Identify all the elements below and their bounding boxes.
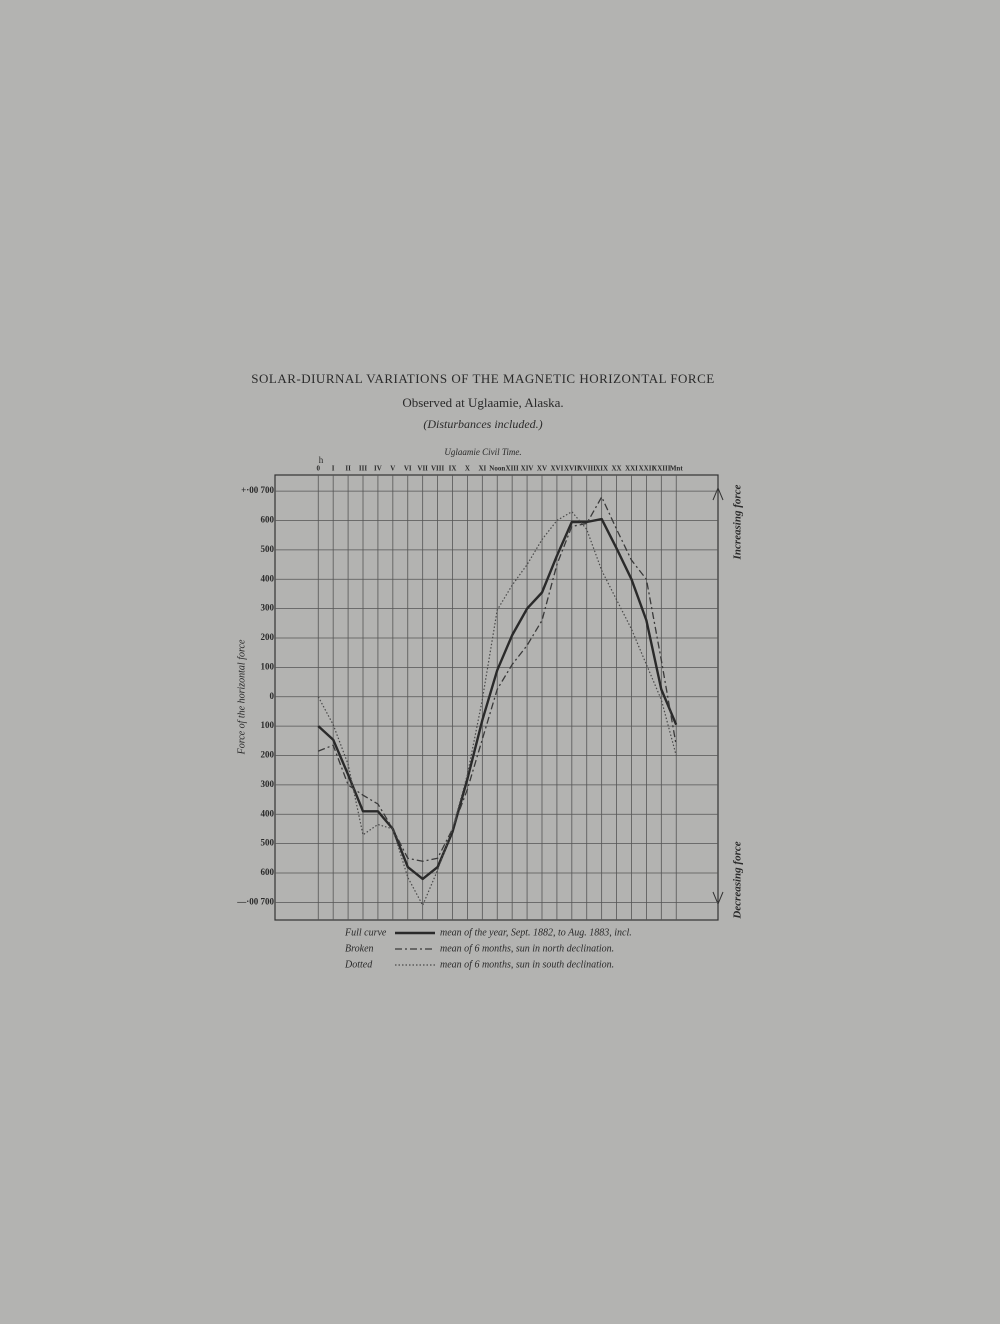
x-tick-label: XV bbox=[537, 465, 547, 473]
x-tick-label: XVIII bbox=[578, 465, 597, 473]
y-tick-label: 100 bbox=[261, 661, 275, 671]
legend-description: mean of 6 months, sun in south declinati… bbox=[440, 959, 614, 970]
x-tick-label: VIII bbox=[431, 465, 445, 473]
y-axis-title: Force of the horizontal force bbox=[236, 639, 247, 755]
legend-label: Broken bbox=[345, 943, 374, 954]
legend-description: mean of 6 months, sun in north declinati… bbox=[440, 943, 614, 954]
bottom-annotation: Decreasing force bbox=[732, 841, 744, 919]
x-tick-label: 0 bbox=[317, 465, 321, 473]
x-tick-label: Noon bbox=[489, 465, 505, 473]
plot-frame bbox=[274, 474, 719, 921]
series-line bbox=[318, 496, 677, 862]
x-tick-label: I bbox=[332, 465, 335, 473]
y-tick-label: +·00 700 bbox=[241, 485, 274, 495]
chart-subtitle: Observed at Uglaamie, Alaska. bbox=[402, 395, 563, 410]
x-tick-label: VI bbox=[404, 465, 412, 473]
x-tick-label: II bbox=[345, 465, 351, 473]
legend-label: Full curve bbox=[344, 927, 387, 938]
x-tick-label: XXII bbox=[639, 465, 655, 473]
x-tick-label: XIII bbox=[506, 465, 520, 473]
legend-label: Dotted bbox=[344, 959, 373, 970]
x-tick-label: III bbox=[359, 465, 367, 473]
x-tick-label: XIV bbox=[521, 465, 534, 473]
y-tick-label: 300 bbox=[261, 603, 275, 613]
y-tick-label: 600 bbox=[261, 515, 275, 525]
x-tick-label: XI bbox=[478, 465, 486, 473]
series-line bbox=[317, 511, 677, 906]
chart-note: (Disturbances included.) bbox=[423, 417, 542, 431]
y-tick-label: 500 bbox=[261, 544, 275, 554]
x-tick-label: XXIII bbox=[652, 465, 671, 473]
y-tick-label: 0 bbox=[270, 691, 275, 701]
x-tick-label: XXI bbox=[625, 465, 638, 473]
y-tick-label: 400 bbox=[261, 573, 275, 583]
x-unit: h bbox=[319, 455, 324, 465]
x-tick-label: VII bbox=[417, 465, 428, 473]
y-tick-label: 300 bbox=[261, 779, 275, 789]
x-tick-label: IX bbox=[449, 465, 457, 473]
x-axis-title: Uglaamie Civil Time. bbox=[444, 447, 521, 457]
top-annotation: Increasing force bbox=[732, 484, 744, 560]
y-tick-label: 200 bbox=[261, 750, 275, 760]
y-tick-label: —·00 700 bbox=[236, 896, 274, 906]
y-tick-label: 200 bbox=[261, 632, 275, 642]
x-tick-label: XVI bbox=[550, 465, 563, 473]
y-tick-label: 400 bbox=[261, 808, 275, 818]
y-tick-label: 600 bbox=[261, 867, 275, 877]
x-tick-label: Mnt bbox=[670, 465, 684, 473]
x-tick-label: XVII bbox=[564, 465, 580, 473]
x-tick-label: IV bbox=[374, 465, 382, 473]
y-tick-label: 500 bbox=[261, 838, 275, 848]
x-tick-label: XIX bbox=[595, 465, 608, 473]
y-tick-label: 100 bbox=[261, 720, 275, 730]
series-line bbox=[317, 517, 678, 881]
legend-description: mean of the year, Sept. 1882, to Aug. 18… bbox=[440, 927, 632, 938]
x-tick-label: X bbox=[465, 465, 470, 473]
chart-title: SOLAR-DIURNAL VARIATIONS OF THE MAGNETIC… bbox=[251, 371, 714, 386]
x-tick-label: XX bbox=[612, 465, 622, 473]
x-tick-label: V bbox=[390, 465, 395, 473]
